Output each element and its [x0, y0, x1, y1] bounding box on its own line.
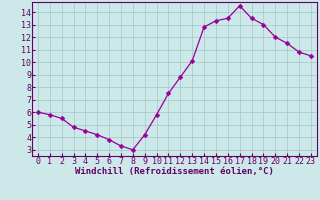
X-axis label: Windchill (Refroidissement éolien,°C): Windchill (Refroidissement éolien,°C): [75, 167, 274, 176]
